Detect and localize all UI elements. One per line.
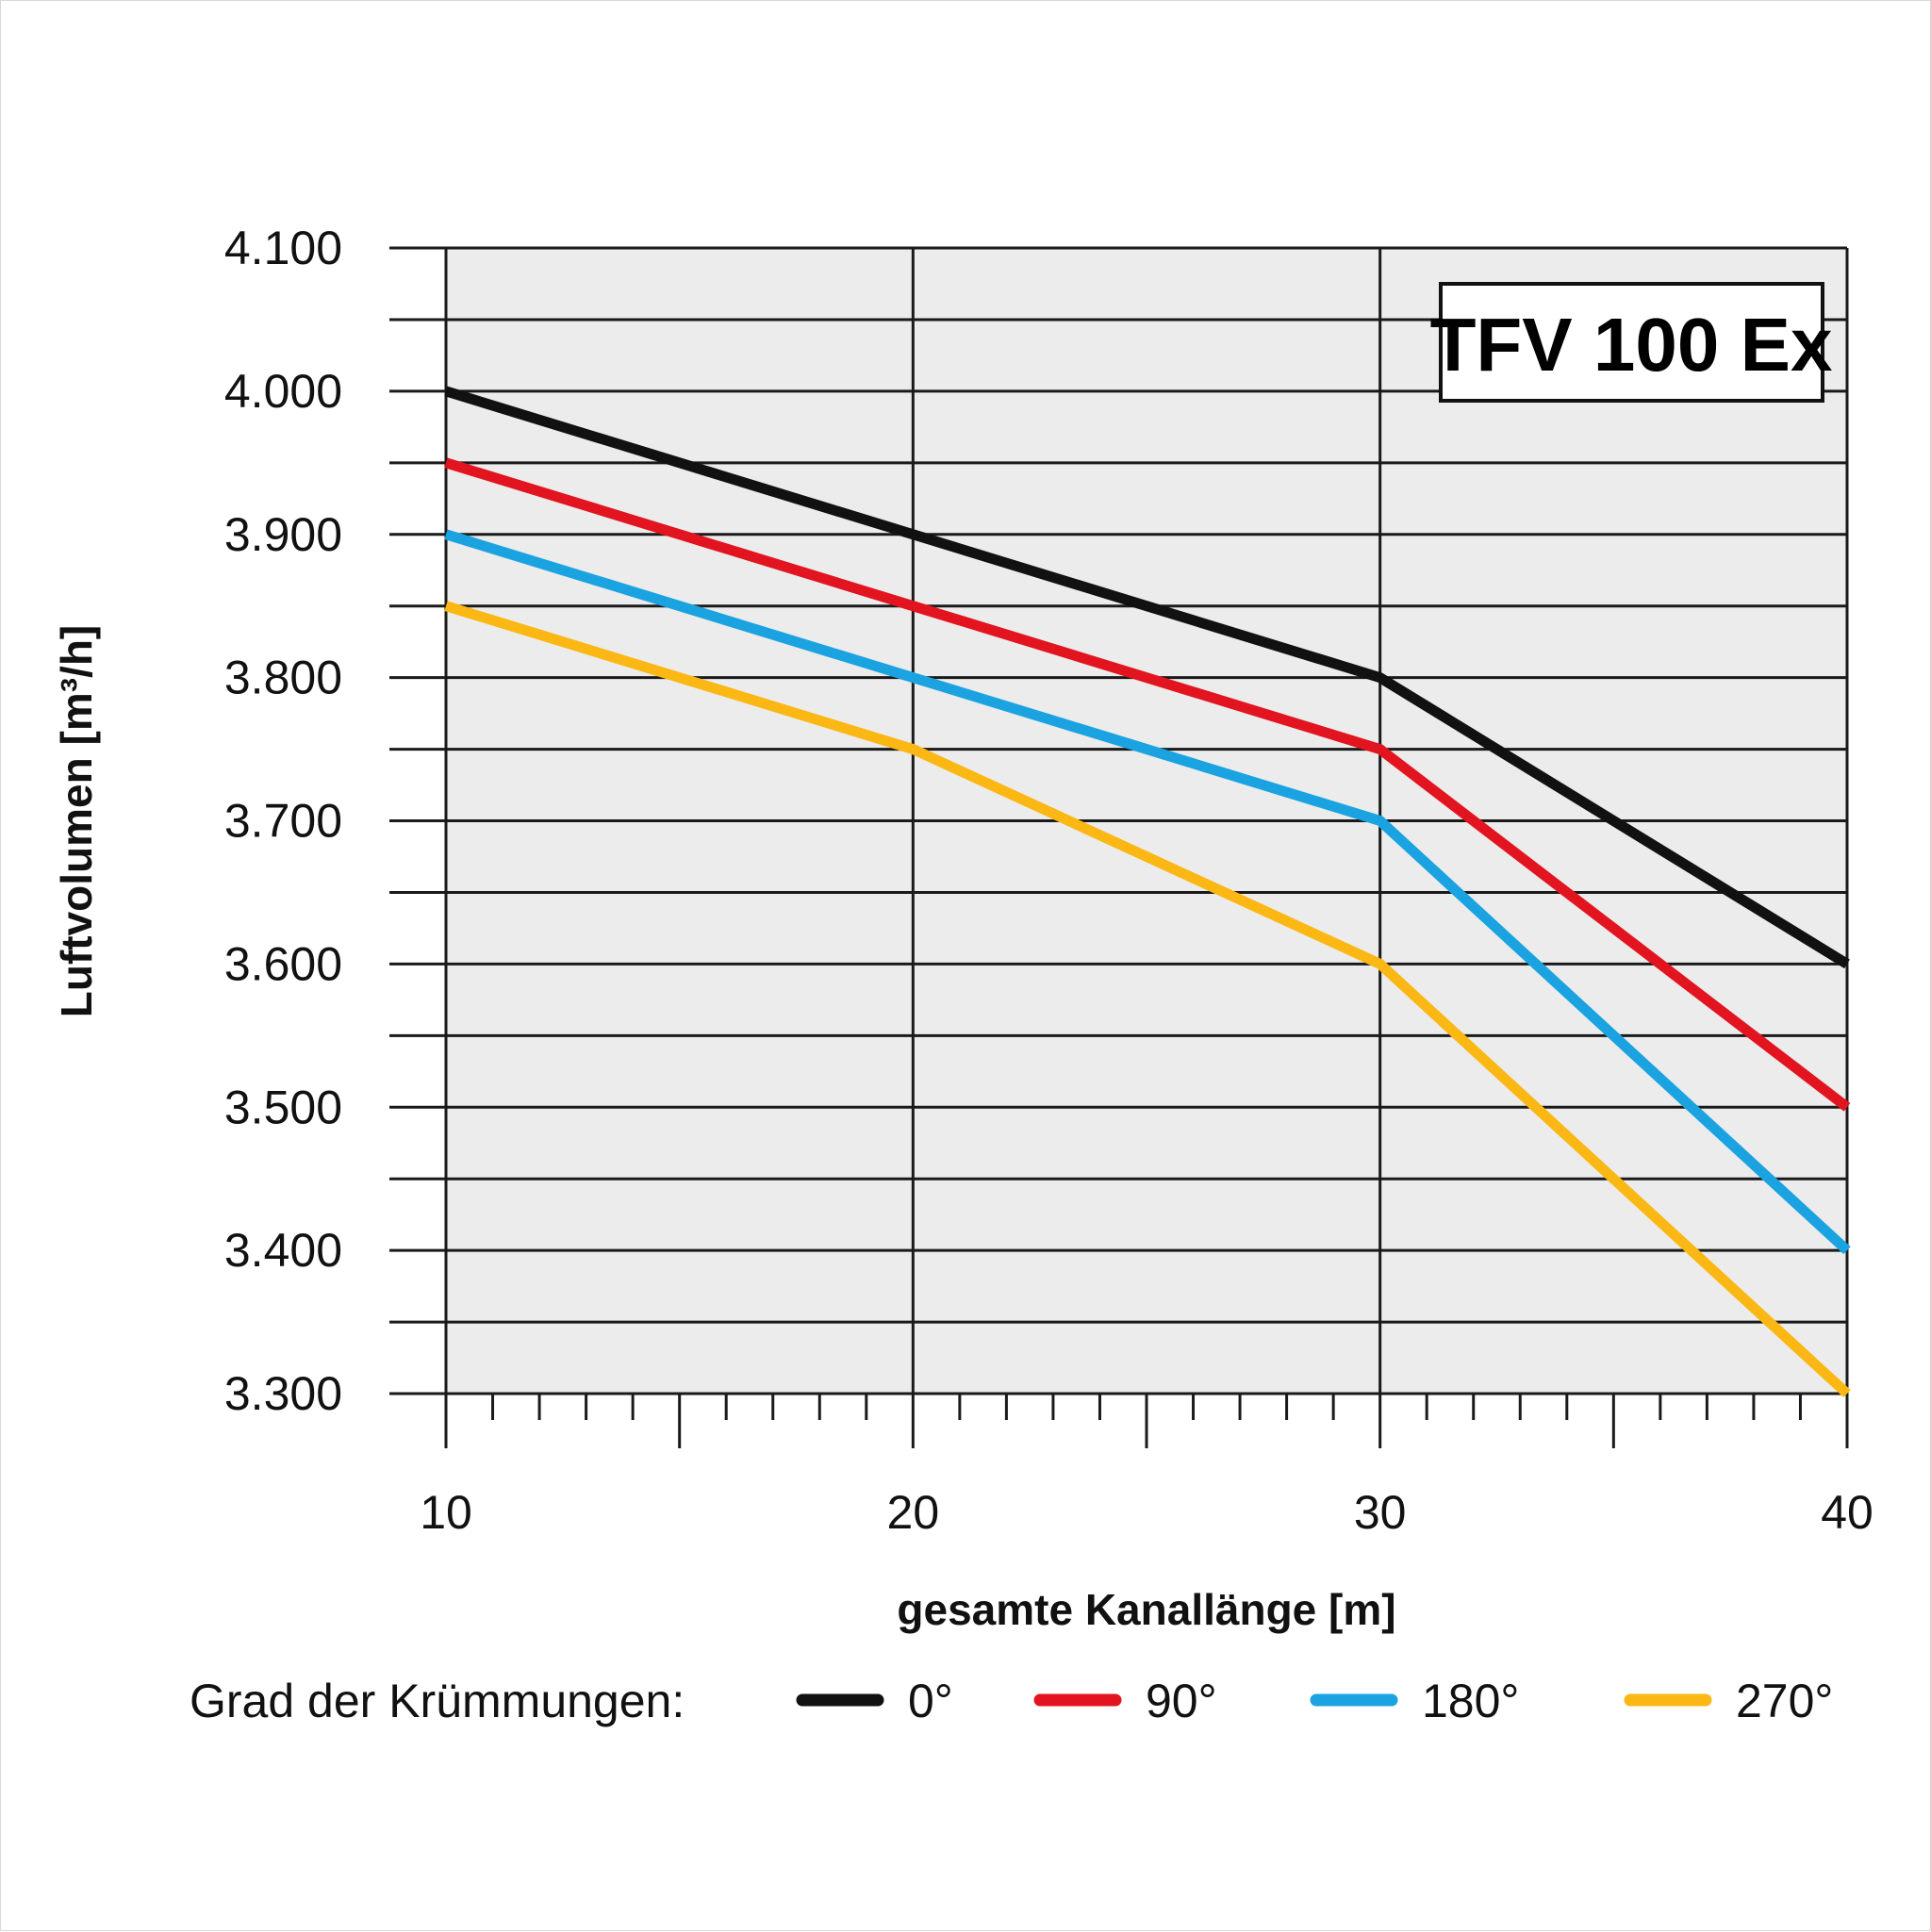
chart-title: TFV 100 Ex [1430, 303, 1833, 387]
series-line-0deg [444, 386, 1850, 969]
y-tick-labels: 3.300 3.400 3.500 3.600 3.700 3.800 3.900 4.000… [224, 222, 342, 1420]
chart-title-box: TFV 100 Ex [1430, 282, 1833, 403]
x-tick-label: 30 [1354, 1486, 1407, 1539]
grid [389, 246, 1849, 1448]
y-tick-label: 4.000 [224, 365, 342, 418]
legend-title: Grad der Krümmungen: [190, 1675, 685, 1727]
legend-label: 0° [908, 1675, 953, 1727]
y-tick-label: 3.600 [224, 937, 342, 990]
y-tick-label: 3.800 [224, 652, 342, 704]
legend: 0° 90° 180° 270° [796, 1675, 1833, 1727]
title-frame [1439, 282, 1824, 403]
x-tick-label: 10 [420, 1486, 472, 1539]
legend-label: 270° [1736, 1675, 1833, 1727]
y-tick-label: 3.300 [224, 1367, 342, 1420]
series-line-90deg [444, 457, 1851, 1112]
series-line-270deg [444, 601, 1851, 1398]
y-tick-label: 3.900 [224, 508, 342, 561]
y-tick-label: 3.400 [224, 1224, 342, 1277]
legend-label: 180° [1422, 1675, 1519, 1727]
y-tick-label: 3.500 [224, 1081, 342, 1133]
x-tick-label: 40 [1821, 1486, 1873, 1539]
y-tick-label: 4.100 [224, 222, 342, 274]
series-line-180deg [444, 529, 1851, 1255]
x-tick-labels: 10 20 30 40 [420, 1486, 1873, 1539]
y-tick-label: 3.700 [224, 795, 342, 848]
x-minor-ticks [491, 1394, 1802, 1448]
y-axis-title: Luftvolumen [m³/h] [52, 625, 101, 1018]
x-axis-title: gesamte Kanallänge [m] [897, 1585, 1395, 1634]
legend-label: 90° [1146, 1675, 1217, 1727]
x-tick-label: 20 [887, 1486, 940, 1539]
series-lines [444, 386, 1851, 1398]
